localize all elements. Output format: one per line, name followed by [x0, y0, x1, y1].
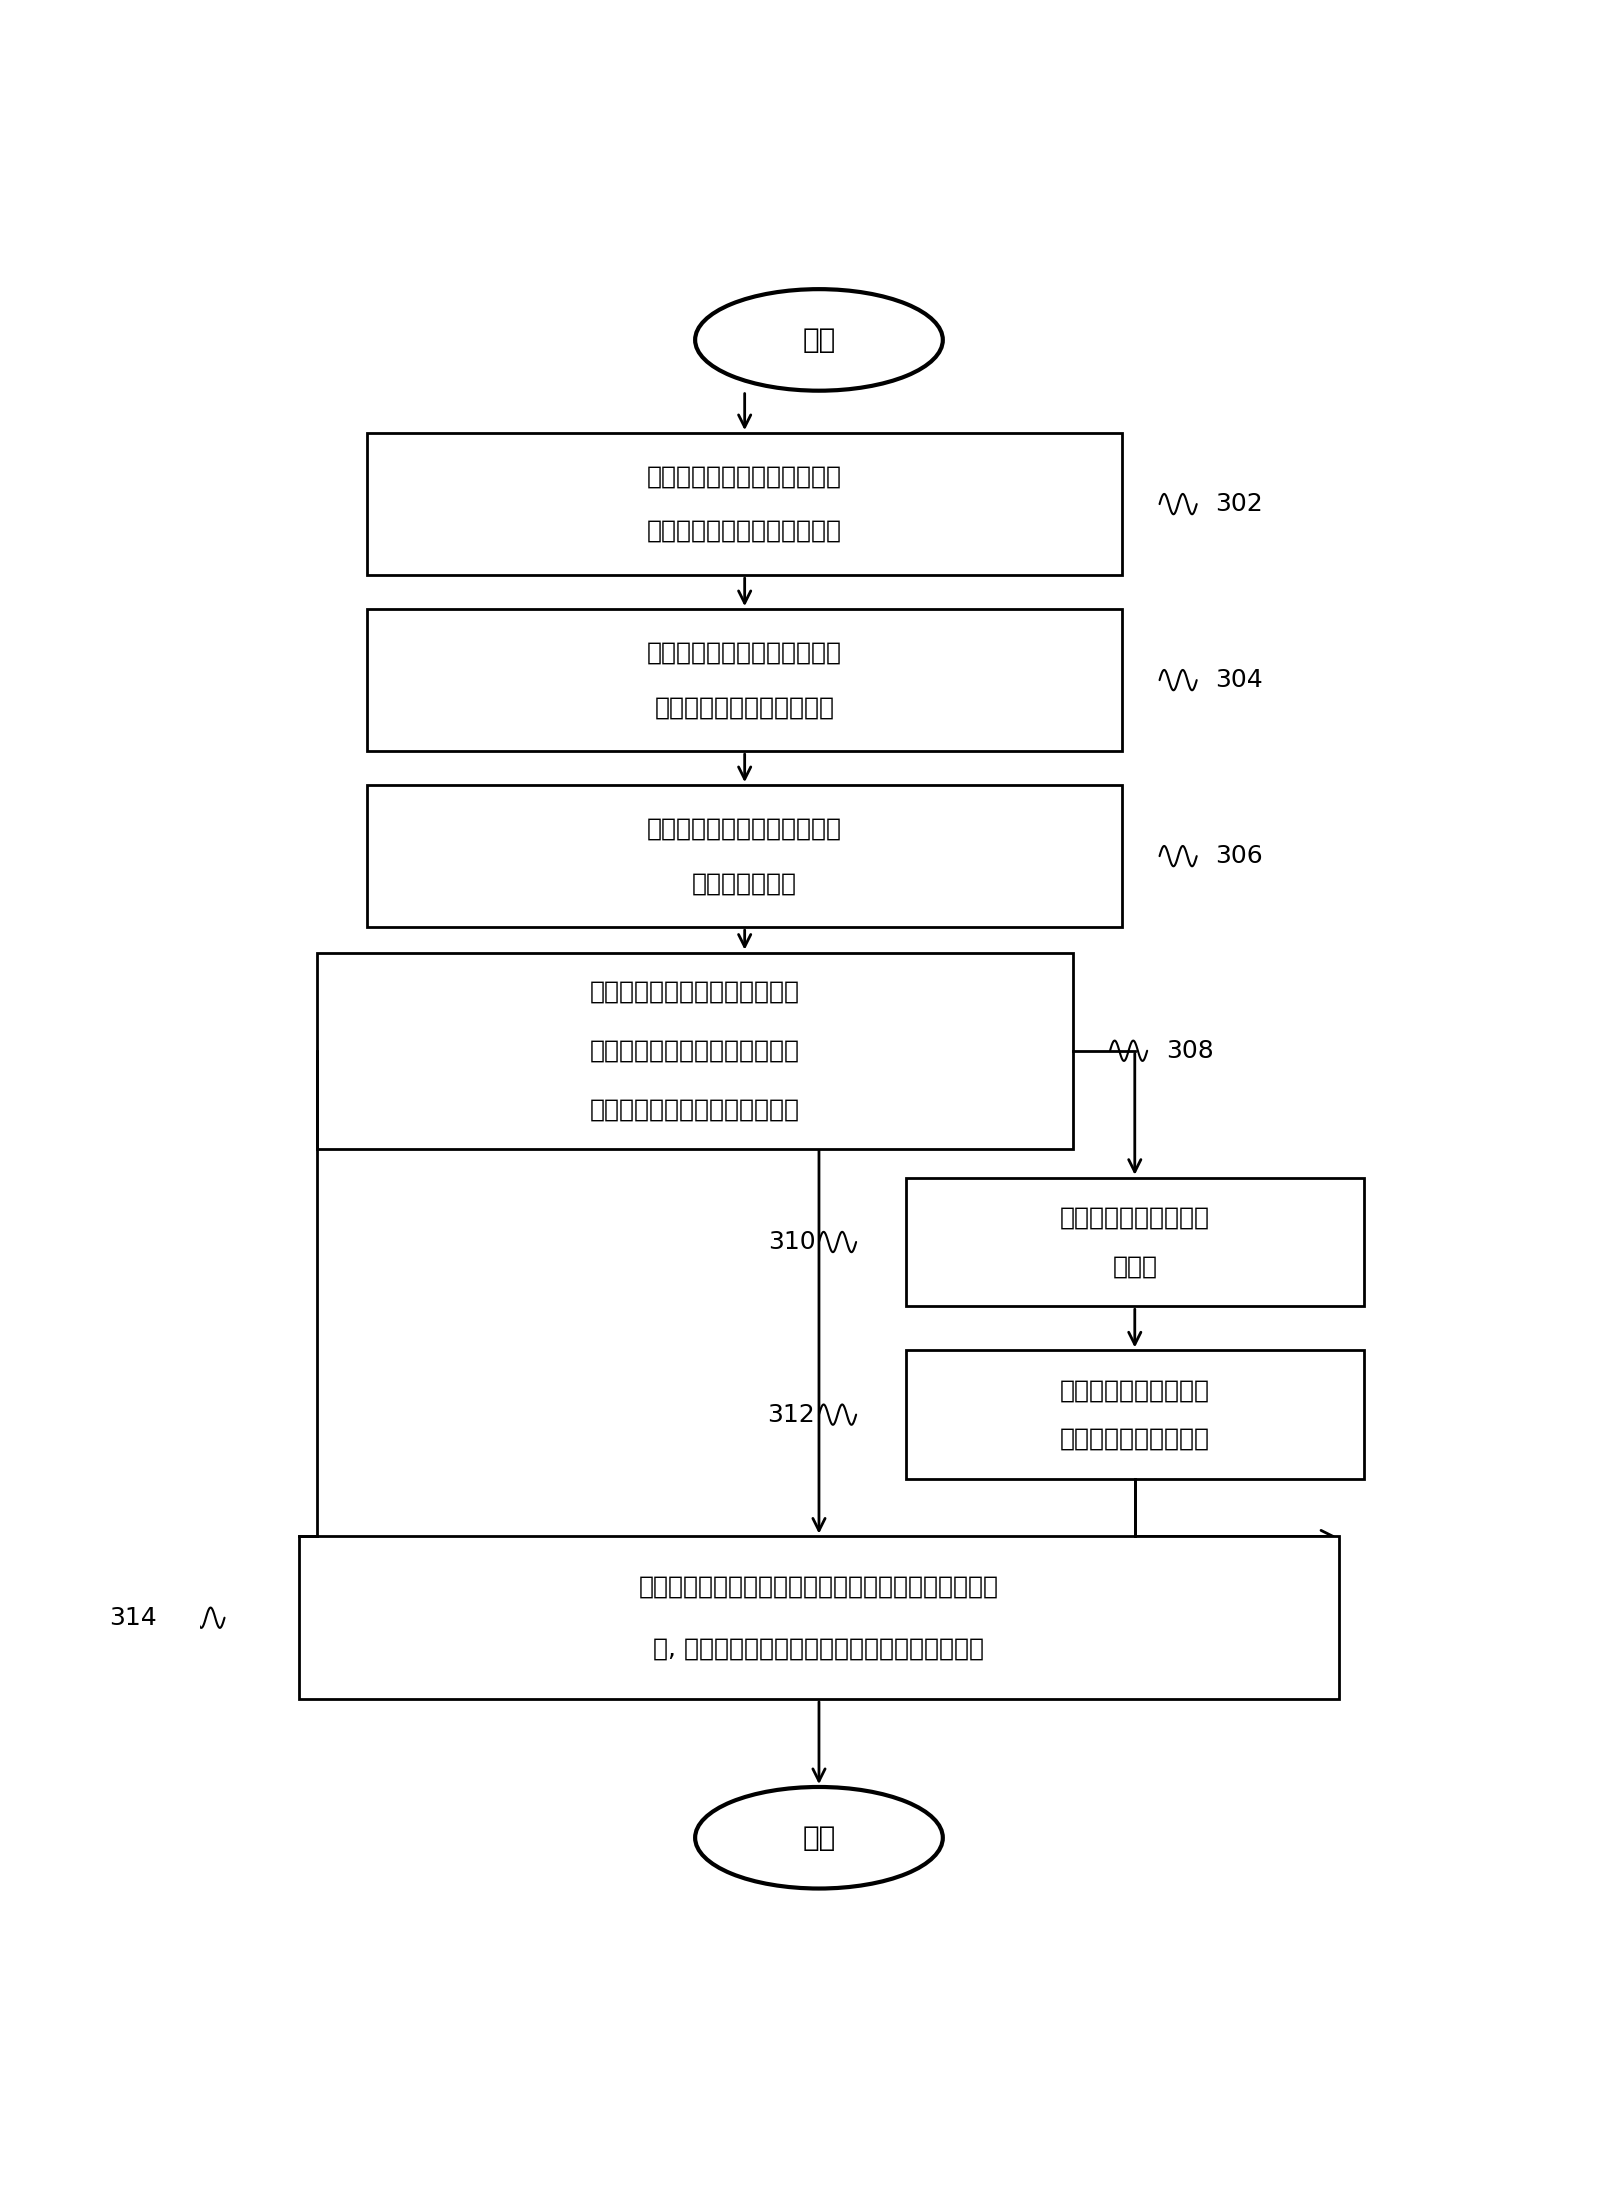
- Text: 定时器时长列表到移动终端: 定时器时长列表到移动终端: [655, 695, 834, 719]
- Text: 310: 310: [767, 1231, 815, 1255]
- Text: 302: 302: [1216, 492, 1262, 517]
- Text: 设置卫星单波束下移动终端周: 设置卫星单波束下移动终端周: [647, 466, 842, 490]
- Text: 卫星网络发送周期性位置更新: 卫星网络发送周期性位置更新: [647, 642, 842, 666]
- Text: 动终端的位置区域类型: 动终端的位置区域类型: [1059, 1427, 1210, 1451]
- Text: 卫星网络确定并存储移: 卫星网络确定并存储移: [1059, 1378, 1210, 1402]
- Text: 期性位置更新定时器时长列表: 期性位置更新定时器时长列表: [647, 519, 842, 543]
- Text: 结束: 结束: [802, 1824, 836, 1851]
- Bar: [906, 1350, 1365, 1479]
- Bar: [368, 433, 1122, 576]
- Text: 移动终端接收周期性位置更新: 移动终端接收周期性位置更新: [647, 818, 842, 842]
- Text: 306: 306: [1216, 844, 1262, 868]
- Ellipse shape: [695, 1787, 943, 1888]
- Bar: [368, 785, 1122, 928]
- Bar: [318, 952, 1072, 1150]
- Text: 304: 304: [1216, 668, 1262, 692]
- Bar: [906, 1178, 1365, 1306]
- Text: 312: 312: [767, 1402, 815, 1427]
- Text: 定时器时长列表: 定时器时长列表: [692, 870, 797, 895]
- Text: 期性位置更新定时器时长列表中: 期性位置更新定时器时长列表中: [590, 1040, 801, 1064]
- Bar: [368, 609, 1122, 752]
- Text: 新, 接收并存储卫星网络发送的位置区域类型标识: 新, 接收并存储卫星网络发送的位置区域类型标识: [654, 1638, 984, 1662]
- Text: 移动终端在周期性位置更新定时器计超时后发起位置更: 移动终端在周期性位置更新定时器计超时后发起位置更: [639, 1574, 999, 1598]
- Bar: [299, 1536, 1339, 1699]
- Text: 308: 308: [1167, 1040, 1213, 1064]
- Text: 确定周期性位置更新定时器时长: 确定周期性位置更新定时器时长: [590, 1097, 801, 1121]
- Text: 卫星网络获取移动终端: 卫星网络获取移动终端: [1059, 1205, 1210, 1229]
- Text: 的位置: 的位置: [1112, 1255, 1157, 1279]
- Text: 开始: 开始: [802, 325, 836, 354]
- Text: 移动终端根据位置区域类型从周: 移动终端根据位置区域类型从周: [590, 980, 801, 1004]
- Ellipse shape: [695, 290, 943, 391]
- Text: 314: 314: [109, 1607, 157, 1629]
